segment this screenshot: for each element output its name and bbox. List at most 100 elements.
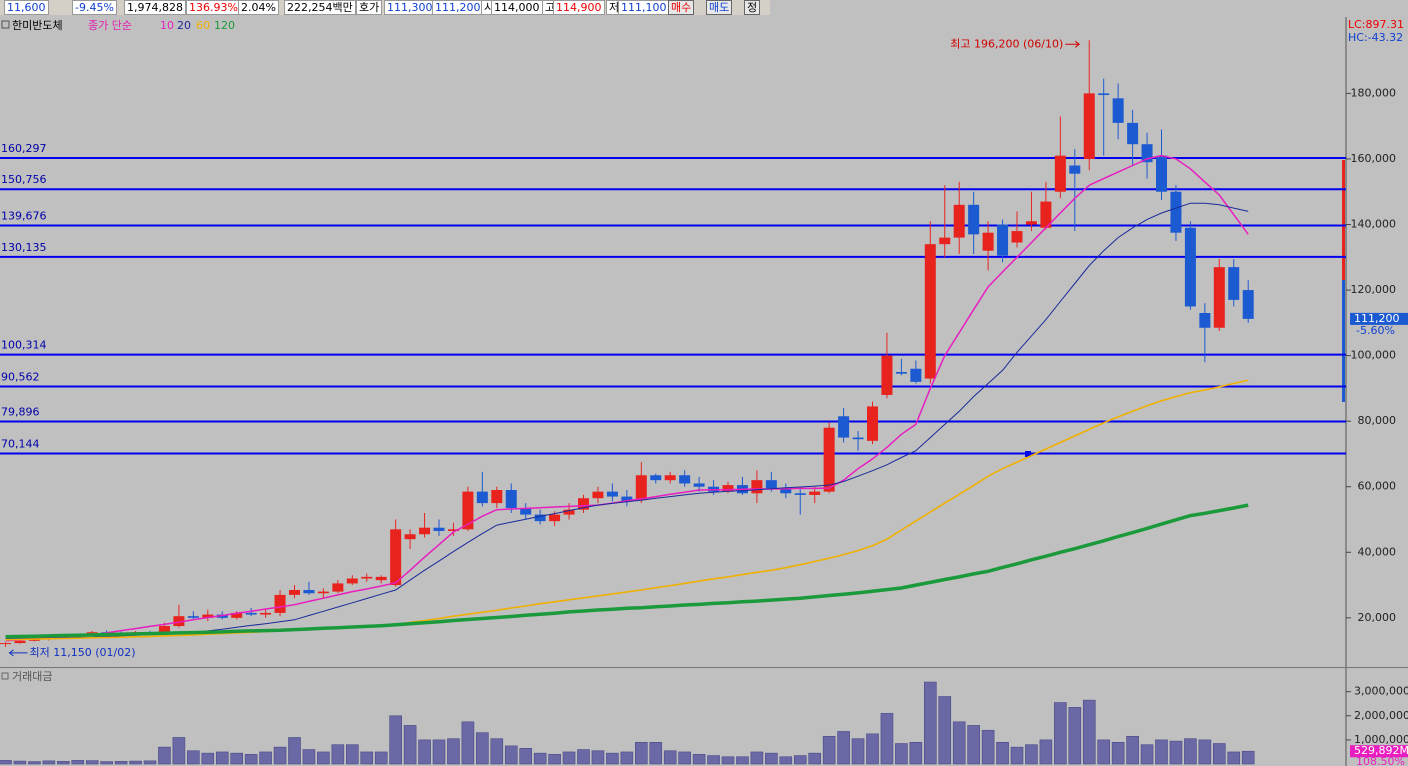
volume-bar <box>1068 707 1082 765</box>
volume-bar <box>533 752 547 765</box>
toolbar-button[interactable]: 매도 <box>706 0 733 15</box>
y-tick-label: 40,000 <box>1358 545 1397 558</box>
volume-bar <box>447 738 460 765</box>
legend-entry: 10 <box>160 19 174 32</box>
volume-bar <box>187 750 200 765</box>
stat-lc: LC:897.31 <box>1348 18 1404 31</box>
candle-body <box>332 583 344 592</box>
level-label: 139,676 <box>1 210 47 223</box>
candle-body <box>968 204 980 235</box>
candle-body <box>1228 267 1240 300</box>
candle-body <box>202 614 214 618</box>
panel-icon <box>1 20 10 29</box>
volume-bar <box>56 761 70 765</box>
volume-bar <box>707 755 720 765</box>
candle-body <box>505 490 517 509</box>
y-tick-label: 1,000,000 <box>1354 733 1408 746</box>
volume-bar <box>504 745 518 765</box>
volume-bar <box>129 760 142 765</box>
toolbar-field: 1,974,828 <box>124 0 186 15</box>
candle-body <box>852 437 864 440</box>
toolbar-field: 2.04% <box>238 0 279 15</box>
toolbar-button[interactable]: 정 <box>744 0 761 15</box>
volume-bar <box>201 752 215 765</box>
volume-bar <box>663 750 677 765</box>
volume-bar <box>548 754 561 765</box>
candle-body <box>563 509 575 515</box>
volume-bar <box>374 751 388 765</box>
candle-body <box>895 372 907 374</box>
volume-bar <box>302 749 316 765</box>
candle-body <box>447 529 459 531</box>
candle-body <box>1011 231 1023 243</box>
volume-bar <box>476 732 489 765</box>
toolbar-field: 114,900 <box>553 0 605 15</box>
candle-body <box>28 639 40 641</box>
volume-bar <box>215 751 229 765</box>
volume-bar <box>1039 739 1053 765</box>
legend-entry: 20 <box>177 19 191 32</box>
toolbar-field: 111,200 <box>432 0 484 15</box>
volume-bar <box>750 751 764 765</box>
volume-bar <box>634 742 648 765</box>
volume-bar <box>1111 742 1125 765</box>
high-annotation: 최고 196,200 (06/10) <box>950 37 1063 50</box>
toolbar-button[interactable]: 매수 <box>668 0 695 15</box>
candle-body <box>765 480 777 489</box>
volume-bar <box>1198 739 1212 765</box>
candle-body <box>346 578 358 584</box>
y-tick-label: 2,000,000 <box>1354 709 1408 722</box>
volume-bar <box>143 760 157 765</box>
volume-bar <box>360 751 374 765</box>
candle-body <box>578 498 589 510</box>
candle-body <box>289 589 300 595</box>
volume-bar <box>562 751 576 765</box>
volume-bar <box>909 742 923 765</box>
candle-body <box>520 508 532 515</box>
candle-body <box>1184 227 1196 307</box>
volume-bar <box>418 739 431 765</box>
current-volume: 529,892M <box>1354 744 1408 757</box>
toolbar: 11,600 -9.45% 1,974,828 136.93% 2.04% 222,254… <box>0 0 770 15</box>
volume-bar <box>259 751 272 765</box>
y-tick-label: 3,000,000 <box>1354 685 1408 698</box>
volume-bar <box>85 760 99 765</box>
volume-bar <box>1097 739 1110 765</box>
volume-bar <box>606 752 619 765</box>
volume-bar <box>620 751 634 765</box>
volume-bar <box>793 755 807 765</box>
level-label: 79,896 <box>1 406 40 419</box>
volume-bar <box>721 756 735 765</box>
candle-body <box>751 480 763 494</box>
candle-body <box>881 355 893 395</box>
volume-bar <box>403 725 417 765</box>
price-panel <box>0 17 1346 667</box>
volume-bar <box>996 742 1009 765</box>
level-label: 150,756 <box>1 173 47 186</box>
volume-bar <box>1054 702 1067 765</box>
candle-body <box>650 475 662 481</box>
volume-bar <box>577 749 590 765</box>
level-label: 100,314 <box>1 339 47 352</box>
toolbar-field: 114,000 <box>491 0 543 15</box>
volume-bar <box>649 742 663 765</box>
volume-bar <box>1025 744 1038 765</box>
candle-body <box>621 496 633 502</box>
volume-bar <box>981 729 995 765</box>
volume-bar <box>822 735 836 765</box>
y-tick-label: 140,000 <box>1351 218 1397 231</box>
volume-bar <box>71 760 85 765</box>
candle-body <box>390 529 402 586</box>
candle-body <box>664 475 676 481</box>
volume-bar <box>288 737 301 765</box>
level-label: 160,297 <box>1 142 47 155</box>
volume-bar <box>866 733 879 765</box>
volume-bar <box>1155 739 1168 765</box>
volume-bar <box>1241 750 1255 765</box>
candle-body <box>173 616 185 627</box>
volume-bar <box>938 696 952 765</box>
current-change: -5.60% <box>1356 324 1395 337</box>
candle-body <box>953 204 965 238</box>
candle-body <box>606 491 618 497</box>
